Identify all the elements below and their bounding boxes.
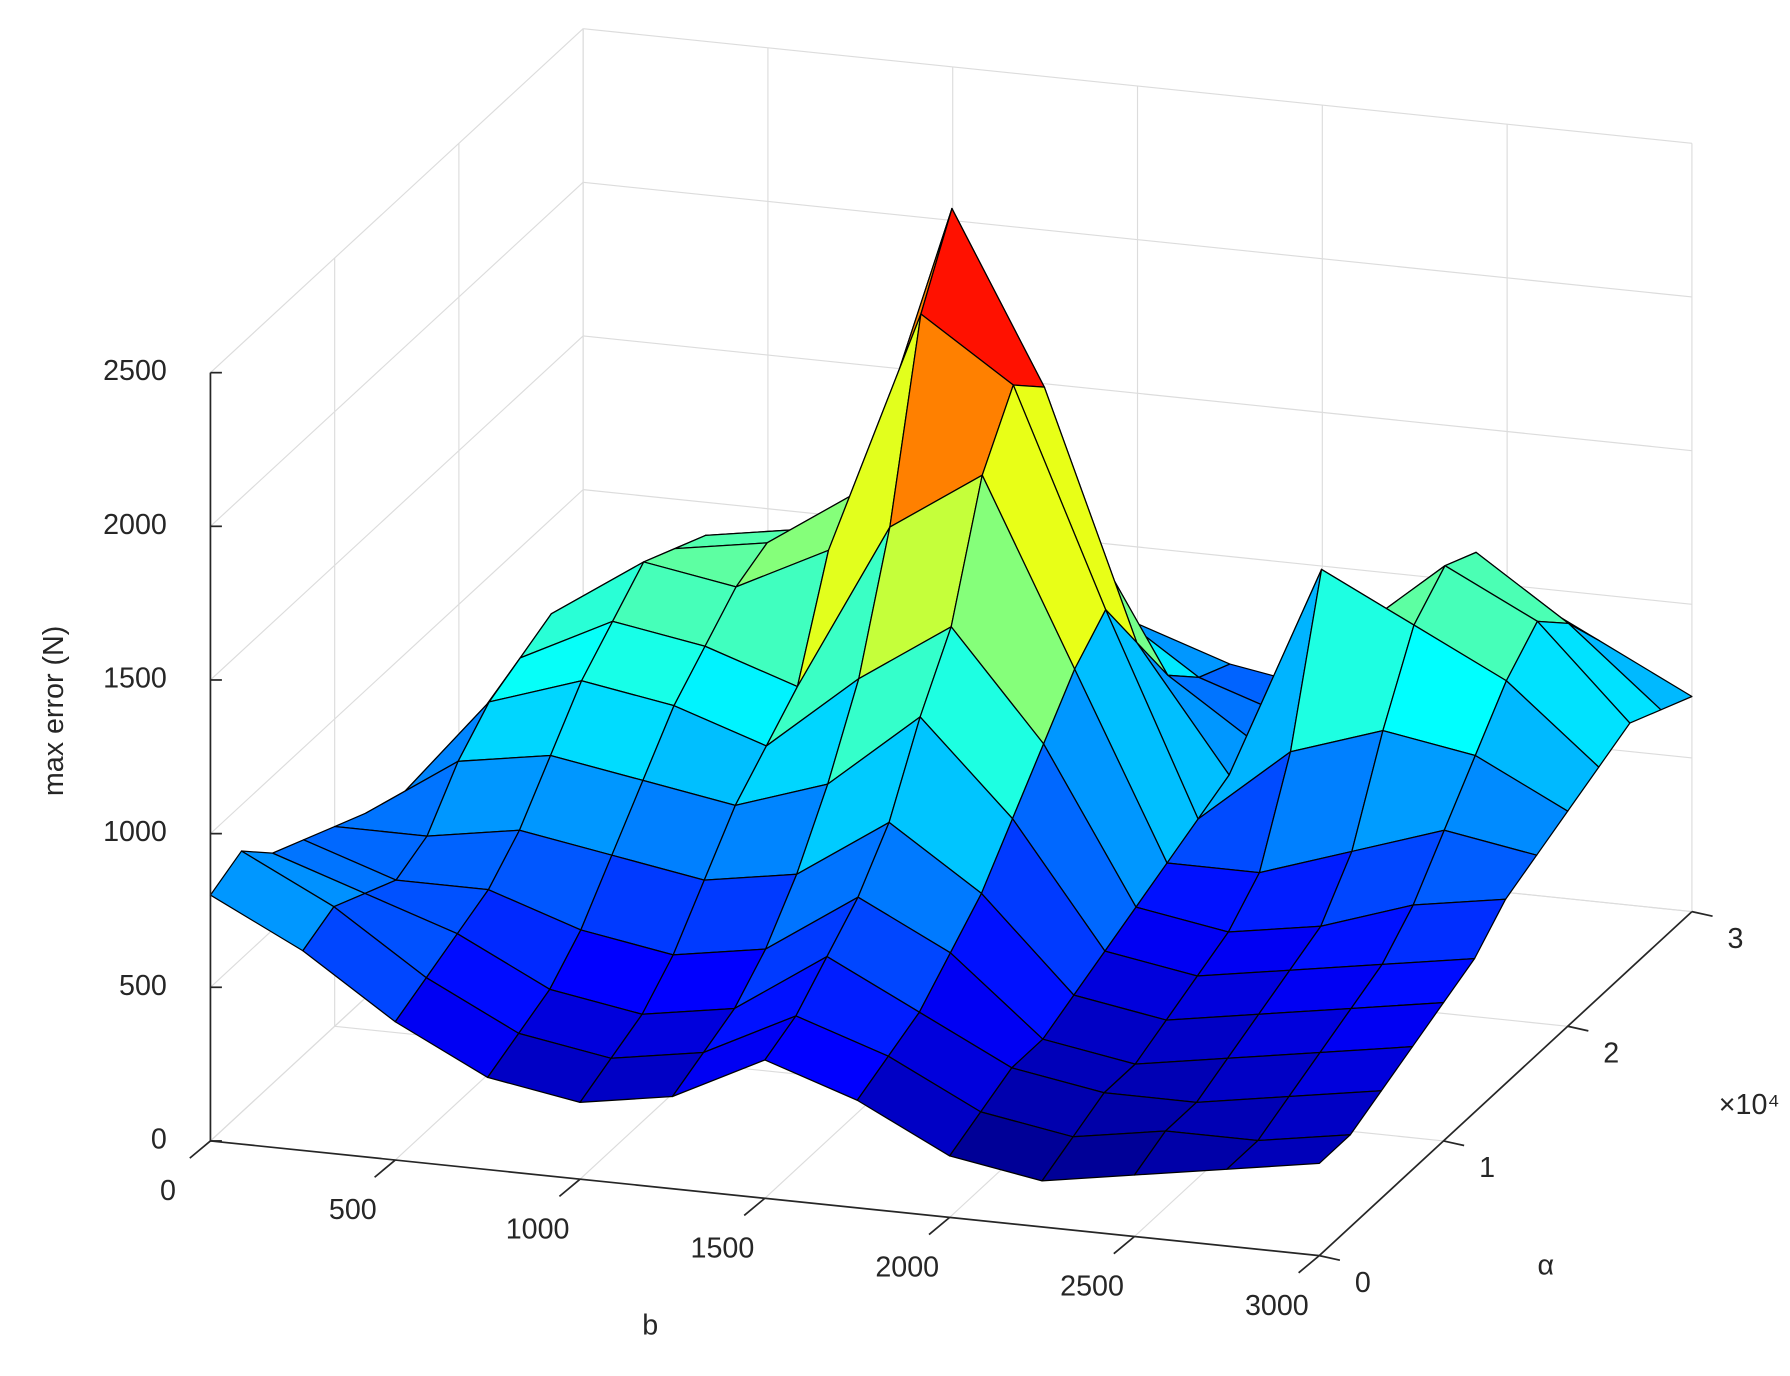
surface-face	[1226, 1134, 1351, 1170]
x-tick	[1113, 1235, 1136, 1255]
z-tick-label: 0	[151, 1124, 167, 1156]
x-tick	[743, 1197, 766, 1217]
z-tick-label: 500	[119, 970, 167, 1002]
z-tick-label: 2000	[103, 509, 167, 541]
z-tick-label: 1000	[103, 816, 167, 848]
grid-line	[210, 28, 584, 374]
y-tick-label: 0	[1355, 1267, 1371, 1299]
y-tick	[1319, 1254, 1341, 1262]
x-tick	[1298, 1254, 1320, 1274]
grid-line	[210, 489, 584, 835]
y-tick-label: 3	[1728, 923, 1744, 955]
x-tick-label: 1500	[691, 1232, 755, 1264]
x-tick-label: 2000	[875, 1252, 939, 1284]
x-tick-label: 1000	[506, 1213, 570, 1245]
x-tick	[374, 1159, 396, 1178]
grid-line	[583, 335, 1692, 452]
x-tick-label: 0	[160, 1175, 176, 1207]
x-tick-label: 2500	[1060, 1271, 1124, 1303]
x-tick-label: 500	[329, 1194, 377, 1226]
x-tick	[558, 1178, 581, 1198]
z-tick-label: 1500	[103, 663, 167, 695]
x-tick	[189, 1140, 211, 1159]
grid-line	[583, 28, 1692, 144]
x-tick-label: 3000	[1245, 1290, 1309, 1322]
y-axis-label: α	[1537, 1250, 1554, 1282]
z-tick-label: 2500	[103, 355, 167, 387]
grid-line	[583, 181, 1692, 298]
grid-line	[210, 181, 584, 527]
y-multiplier: ×10⁴	[1719, 1089, 1780, 1121]
y-axis	[1318, 910, 1693, 1257]
x-axis-label: b	[642, 1309, 658, 1341]
y-tick	[1443, 1140, 1465, 1147]
x-tick	[928, 1216, 951, 1236]
z-axis-label: max error (N)	[38, 626, 70, 796]
y-tick	[1691, 910, 1713, 918]
axes: 0 500 1000 1500 2000 2500 0 500 1000 1500 2000 2500…	[38, 355, 1780, 1341]
surface	[209, 207, 1693, 1182]
grid-line	[210, 335, 584, 681]
y-tick-label: 2	[1603, 1038, 1619, 1070]
y-tick-label: 1	[1479, 1152, 1495, 1184]
y-tick	[1567, 1025, 1589, 1032]
